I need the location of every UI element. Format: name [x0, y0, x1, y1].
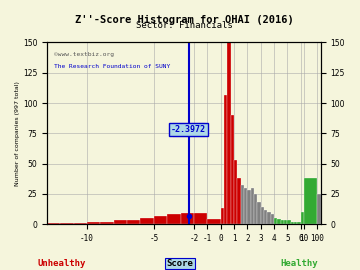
Bar — [140, 218, 154, 224]
Bar — [240, 185, 244, 224]
Bar — [261, 207, 264, 224]
Bar — [291, 222, 294, 224]
Bar — [297, 222, 301, 224]
Bar — [234, 160, 237, 224]
Bar — [237, 178, 240, 224]
Bar — [274, 218, 277, 224]
Bar — [207, 219, 221, 224]
Text: Sector: Financials: Sector: Financials — [135, 21, 232, 30]
Bar — [181, 213, 194, 224]
Bar — [287, 221, 291, 224]
Bar — [244, 188, 247, 224]
Bar — [227, 42, 231, 224]
Text: Unhealthy: Unhealthy — [37, 259, 85, 268]
Text: The Research Foundation of SUNY: The Research Foundation of SUNY — [54, 64, 170, 69]
Bar — [271, 214, 274, 224]
Bar — [251, 188, 254, 224]
Bar — [74, 223, 87, 224]
Bar — [267, 212, 271, 224]
Bar — [318, 194, 321, 224]
Bar — [231, 115, 234, 224]
Bar — [100, 222, 114, 224]
Bar — [87, 222, 100, 224]
Bar — [301, 212, 304, 224]
Bar — [264, 210, 267, 224]
Text: ©www.textbiz.org: ©www.textbiz.org — [54, 52, 114, 57]
Bar — [281, 221, 284, 224]
Bar — [294, 222, 297, 224]
Bar — [224, 94, 227, 224]
Bar — [47, 223, 60, 224]
Bar — [284, 221, 287, 224]
Bar — [221, 208, 224, 224]
Text: -2.3972: -2.3972 — [171, 125, 206, 134]
Bar — [257, 202, 261, 224]
Bar — [254, 194, 257, 224]
Title: Z''-Score Histogram for OHAI (2016): Z''-Score Histogram for OHAI (2016) — [75, 15, 293, 25]
Text: Healthy: Healthy — [280, 259, 318, 268]
Bar — [304, 178, 318, 224]
Bar — [194, 213, 207, 224]
Bar — [167, 214, 181, 224]
Y-axis label: Number of companies (997 total): Number of companies (997 total) — [15, 81, 20, 186]
Bar — [277, 219, 281, 224]
Bar — [114, 221, 127, 224]
Bar — [154, 216, 167, 224]
Bar — [127, 221, 140, 224]
Text: Score: Score — [167, 259, 193, 268]
Bar — [60, 223, 74, 224]
Bar — [247, 190, 251, 224]
